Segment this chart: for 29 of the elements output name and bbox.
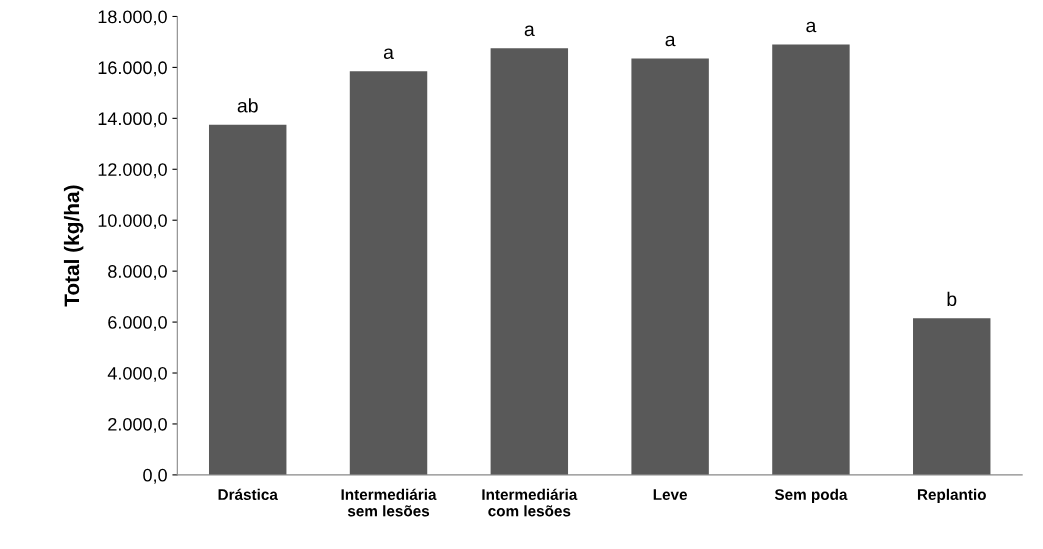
y-tick-label: 18.000,0 xyxy=(98,10,167,26)
annotation: a xyxy=(383,48,394,60)
bar xyxy=(490,48,569,475)
x-tick-label: Intermediária sem lesões xyxy=(341,488,437,517)
y-tick-label: 6.000,0 xyxy=(108,316,167,331)
y-tick-label: 12.000,0 xyxy=(98,163,167,179)
bar xyxy=(349,71,428,475)
annotation: a xyxy=(665,35,676,47)
y-tick-label: 10.000,0 xyxy=(98,214,167,230)
annotation: b xyxy=(947,291,957,307)
x-tick-label: Replantio xyxy=(917,488,986,504)
annotation: a xyxy=(524,25,535,37)
y-tick-label: 0,0 xyxy=(143,468,167,484)
bar xyxy=(772,44,850,475)
y-tick-label: 2.000,0 xyxy=(108,417,167,433)
y-axis-title: Total (kg/ha) xyxy=(63,185,84,307)
bar xyxy=(208,124,287,475)
annotation: ab xyxy=(237,98,258,113)
x-tick-label: Drástica xyxy=(218,488,278,500)
annotation: a xyxy=(806,21,817,33)
y-tick-label: 4.000,0 xyxy=(107,366,167,382)
x-tick-label: Leve xyxy=(653,489,688,500)
y-tick-label: 14.000,0 xyxy=(98,112,167,128)
y-tick-label: 16.000,0 xyxy=(98,61,167,77)
x-tick-label: Sem poda xyxy=(774,488,848,504)
bar xyxy=(631,58,709,475)
x-tick-label: Intermediária com lesões xyxy=(482,488,578,517)
y-tick-label: 8.000,0 xyxy=(108,265,167,280)
bar xyxy=(913,318,991,475)
